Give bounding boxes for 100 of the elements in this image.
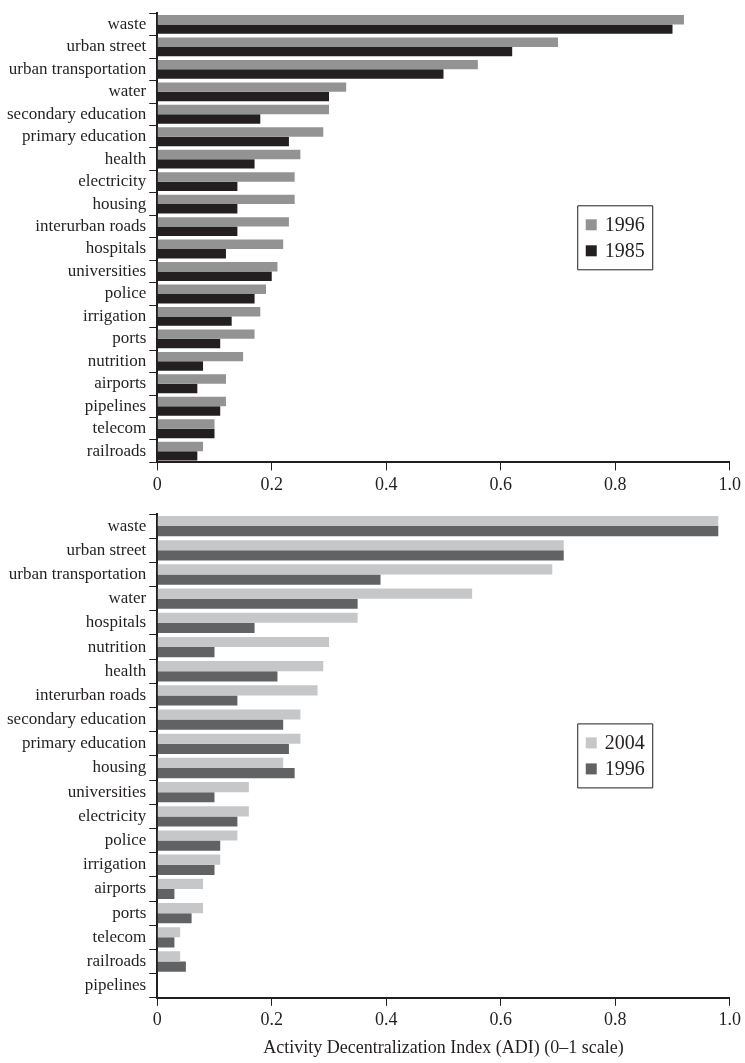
bar xyxy=(157,172,295,182)
x-tick-label: 1.0 xyxy=(718,1009,741,1030)
bar xyxy=(157,937,175,948)
y-tick-label: urban transportation xyxy=(8,58,147,78)
x-tick-label: 0.8 xyxy=(604,473,627,494)
x-tick-label: 0.6 xyxy=(489,473,512,494)
bar xyxy=(157,636,329,648)
y-tick-label: universities xyxy=(67,260,147,280)
y-tick-label: nutrition xyxy=(87,636,147,656)
bar xyxy=(157,598,358,609)
y-tick-label: police xyxy=(104,830,147,850)
bar xyxy=(157,888,175,900)
y-tick-label: electricity xyxy=(78,171,147,191)
y-tick-label: ports xyxy=(112,328,147,348)
bar xyxy=(157,396,226,407)
y-tick-label: primary education xyxy=(22,126,147,146)
y-tick-label: primary education xyxy=(22,733,147,753)
y-tick-label: health xyxy=(104,660,147,680)
x-tick-label: 0.4 xyxy=(375,1009,398,1030)
bar xyxy=(157,239,284,250)
x-tick-label: 0 xyxy=(152,473,162,494)
legend-label: 1996 xyxy=(604,757,645,780)
bar xyxy=(157,840,221,851)
bar xyxy=(157,792,215,803)
bar xyxy=(157,564,553,575)
bar xyxy=(157,82,347,92)
legend-label: 2004 xyxy=(604,731,645,754)
y-tick-label: railroads xyxy=(86,440,147,460)
bar xyxy=(157,515,719,527)
x-tick-label: 0 xyxy=(152,1009,162,1030)
bar xyxy=(157,217,289,227)
legend-label: 1985 xyxy=(604,239,645,262)
y-tick-label: telecom xyxy=(92,418,147,438)
bar xyxy=(157,15,684,25)
bar xyxy=(157,913,192,924)
y-tick-label: telecom xyxy=(92,926,147,946)
bar xyxy=(157,671,278,682)
bar xyxy=(157,59,478,70)
bar xyxy=(157,709,301,720)
bar xyxy=(157,864,215,875)
bar xyxy=(157,757,284,768)
bar xyxy=(157,306,261,317)
x-axis-title: Activity Decentralization Index (ADI) (0–1 scale) xyxy=(263,1036,624,1058)
bar xyxy=(157,550,564,561)
y-tick-label: housing xyxy=(92,193,147,213)
bar xyxy=(157,961,186,972)
y-tick-label: pipelines xyxy=(84,395,147,415)
bar xyxy=(157,806,249,817)
x-tick-label: 0.2 xyxy=(260,473,283,494)
y-tick-label: waste xyxy=(107,13,147,33)
y-tick-label: police xyxy=(104,283,147,303)
bar xyxy=(157,719,284,730)
y-tick-label: airports xyxy=(94,878,147,898)
y-tick-label: airports xyxy=(94,373,147,393)
bar xyxy=(157,622,255,634)
y-tick-label: urban street xyxy=(66,36,147,56)
y-tick-label: water xyxy=(108,81,147,101)
legend-label: 1996 xyxy=(604,213,645,236)
bar xyxy=(157,127,324,137)
y-tick-label: housing xyxy=(92,757,147,777)
bar xyxy=(157,902,204,914)
y-tick-label: railroads xyxy=(86,950,147,970)
bar xyxy=(157,816,238,827)
bar xyxy=(157,351,244,362)
bar xyxy=(157,526,719,537)
bar xyxy=(157,830,238,841)
bar xyxy=(157,419,215,429)
bar xyxy=(157,262,278,272)
y-tick-label: universities xyxy=(67,781,147,801)
y-tick-label: water xyxy=(108,588,147,608)
bar xyxy=(157,878,204,889)
y-tick-label: secondary education xyxy=(7,709,147,729)
y-tick-label: ports xyxy=(112,902,147,922)
bar xyxy=(157,540,564,551)
bar xyxy=(157,685,318,696)
x-tick-label: 0.6 xyxy=(489,1009,512,1030)
y-tick-label: health xyxy=(104,148,147,168)
y-tick-label: irrigation xyxy=(82,854,147,874)
bar xyxy=(157,661,324,672)
bar xyxy=(157,647,215,658)
y-tick-label: urban transportation xyxy=(8,563,147,583)
y-tick-label: interurban roads xyxy=(35,684,147,704)
bar xyxy=(157,927,181,938)
y-tick-label: hospitals xyxy=(85,612,147,632)
bar xyxy=(157,284,267,294)
y-tick-label: interurban roads xyxy=(35,216,147,236)
bar xyxy=(157,588,473,599)
x-tick-label: 0.8 xyxy=(604,1009,627,1030)
bar xyxy=(157,37,558,47)
y-tick-label: nutrition xyxy=(87,350,147,370)
bar xyxy=(157,695,238,706)
bar xyxy=(157,574,381,585)
y-tick-label: urban street xyxy=(66,539,147,559)
x-tick-label: 1.0 xyxy=(718,473,741,494)
y-tick-label: electricity xyxy=(78,805,147,825)
y-tick-label: hospitals xyxy=(85,238,147,258)
bar xyxy=(157,854,221,865)
bar xyxy=(157,733,301,744)
y-tick-label: irrigation xyxy=(82,305,147,325)
bar xyxy=(157,149,301,160)
